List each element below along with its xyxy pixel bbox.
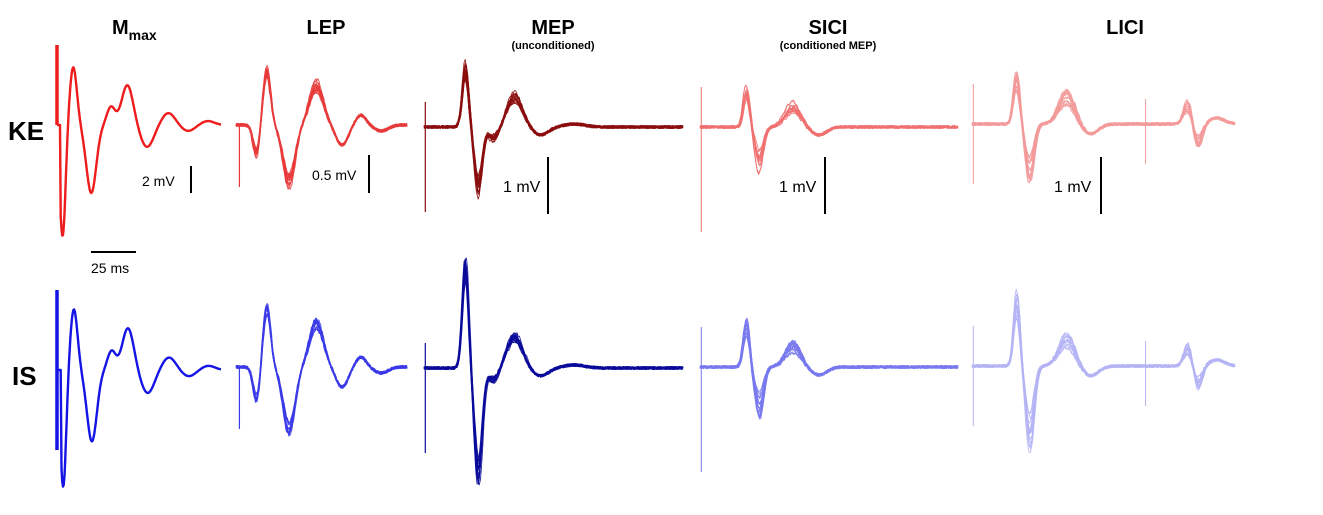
trace-ke-lep-0 (235, 72, 408, 179)
scale-label-mep-amplitude: 1 mV (503, 179, 541, 196)
trace-ke-lep-10 (235, 69, 408, 182)
scale-bar-mep-amplitude: 1 mV (503, 157, 549, 214)
column-subtitle-mep: (unconditioned) (511, 40, 594, 52)
trace-group-ke-mmax (55, 45, 222, 237)
trace-is-lep-10 (235, 307, 408, 433)
scale-bar-sici-amplitude: 1 mV (779, 157, 826, 214)
trace-is-lep-1 (235, 307, 408, 432)
trace-group-is-lep (235, 303, 408, 437)
trace-is-mep-17 (423, 276, 684, 463)
trace-group-ke-mep (423, 59, 684, 212)
column-title-lep: LEP (307, 17, 346, 39)
trace-ke-lici-12 (971, 76, 1236, 180)
scale-bar-time: 25 ms (91, 251, 136, 276)
column-subtitle-sici: (conditioned MEP) (780, 40, 877, 52)
trace-is-lep-6 (235, 304, 407, 437)
column-title-sici: SICI (809, 17, 848, 39)
trace-ke-sici-13 (699, 93, 959, 163)
trace-is-lici-5 (971, 315, 1236, 414)
trace-is-lep-8 (235, 304, 408, 435)
trace-ke-lici-11 (971, 89, 1236, 158)
trace-is-lep-13 (235, 314, 408, 424)
row-label-ke: KE (8, 116, 44, 146)
trace-group-ke-lici (971, 71, 1236, 184)
trace-group-ke-lep (235, 64, 408, 190)
trace-group-is-mep (423, 257, 684, 486)
trace-is-sici-15 (699, 331, 959, 398)
trace-is-lici-15 (971, 297, 1236, 444)
trace-is-lici-7 (972, 312, 1236, 420)
scale-label-sici-amplitude: 1 mV (779, 179, 817, 196)
row-label-is: IS (12, 361, 37, 391)
trace-group-is-mmax (55, 290, 222, 488)
scale-bar-lici-amplitude: 1 mV (1054, 157, 1102, 214)
trace-ke-mmax-0 (56, 66, 222, 237)
trace-ke-lep-13 (235, 70, 407, 181)
scale-label-mmax-amplitude: 2 mV (142, 173, 175, 189)
scale-label-lici-amplitude: 1 mV (1054, 179, 1092, 196)
trace-ke-lici-14 (971, 71, 1236, 184)
column-title-mmax: Mmax (112, 17, 157, 43)
trace-group-is-lici (971, 288, 1236, 453)
scale-bar-mmax-amplitude: 2 mV (142, 166, 192, 193)
trace-group-ke-sici (699, 84, 959, 232)
trace-ke-lep-9 (235, 72, 408, 179)
scale-label-time: 25 ms (91, 260, 129, 276)
trace-group-is-sici (699, 317, 959, 472)
trace-is-lep-2 (235, 305, 408, 434)
trace-ke-lici-7 (971, 85, 1236, 164)
trace-ke-lici-15 (971, 91, 1236, 156)
trace-ke-mep-15 (423, 71, 684, 185)
traces-layer (55, 45, 1236, 488)
mmax-title-main: M (112, 17, 129, 39)
scale-bar-lep-amplitude: 0.5 mV (312, 155, 370, 193)
trace-is-lici-4 (971, 288, 1236, 453)
scale-label-lep-amplitude: 0.5 mV (312, 167, 357, 183)
trace-is-mmax-0 (56, 308, 222, 488)
trace-is-lep-3 (235, 307, 408, 435)
mmax-title-subscript: max (129, 27, 157, 43)
trace-is-lici-13 (971, 294, 1236, 449)
trace-is-sici-14 (699, 317, 959, 420)
column-title-mep: MEP (531, 17, 574, 39)
trace-is-lici-2 (971, 293, 1236, 449)
column-title-lici: LICI (1106, 17, 1144, 39)
trace-ke-lici-3 (972, 85, 1236, 163)
trace-is-lici-12 (971, 318, 1236, 415)
trace-is-lep-4 (235, 305, 408, 433)
trace-is-lep-0 (235, 303, 408, 437)
